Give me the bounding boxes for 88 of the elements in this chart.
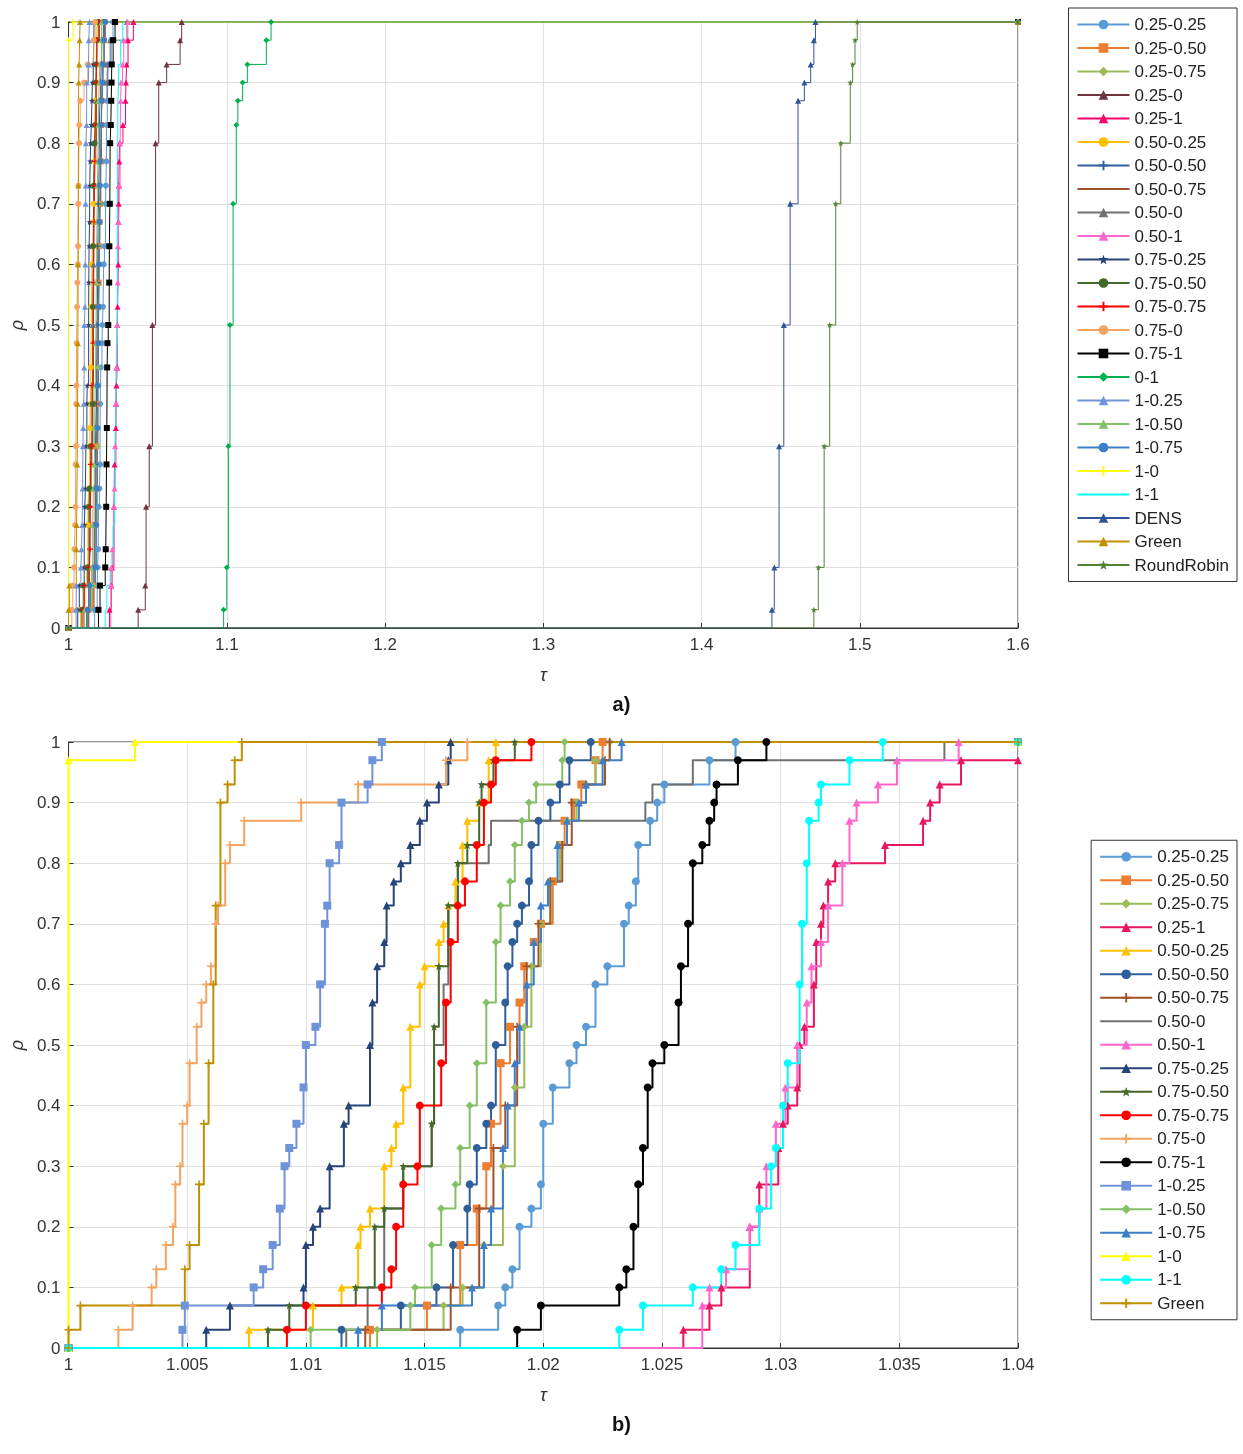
legend-label: 0.25-0 [1134, 85, 1183, 105]
x-tick-label: 1.5 [847, 635, 872, 654]
legend-label: 0.50-0 [1134, 203, 1183, 222]
x-tick-label: 1.2 [373, 635, 397, 654]
legend-label: 1-1 [1134, 485, 1160, 504]
y-tick-label: 0.6 [36, 974, 61, 994]
legend-label: 0.50-1 [1134, 226, 1183, 246]
legend-label: 0.50-0.50 [1157, 964, 1230, 984]
legend-label: 0.25-0.50 [1157, 870, 1230, 890]
x-tick-label: 1.025 [640, 1355, 684, 1374]
legend-label: 1-0.50 [1134, 414, 1183, 434]
legend-label: 1-1 [1157, 1270, 1182, 1290]
legend-label: 0.25-0.75 [1134, 62, 1207, 81]
y-tick-label: 0.4 [36, 1096, 61, 1116]
text: b) [612, 1413, 631, 1435]
x-tick-label: 1.6 [1006, 635, 1030, 654]
legend-label: RoundRobin [1134, 555, 1229, 575]
legend-label: 1-0.25 [1157, 1176, 1206, 1196]
legend-label: 0.50-0.25 [1134, 132, 1207, 152]
legend-label: 0.50-0.50 [1134, 156, 1207, 175]
legend-label: 0.75-0.75 [1157, 1105, 1230, 1125]
legend-label: 0.75-1 [1134, 344, 1183, 363]
x-tick-label: 1.015 [403, 1355, 446, 1374]
legend-label: 1-0.75 [1157, 1223, 1206, 1243]
legend-label: 0.50-0.25 [1157, 941, 1230, 961]
x-tick-label: 1.1 [214, 635, 239, 654]
y-tick-label: 0.3 [36, 436, 61, 456]
legend-label: 0.25-0.25 [1134, 15, 1207, 34]
x-axis-title: τ [539, 665, 548, 685]
x-tick-label: 1.04 [1001, 1355, 1035, 1374]
x-tick-label: 1.3 [531, 635, 556, 654]
legend-label: 0.75-0.50 [1134, 273, 1207, 293]
legend-label: 0.50-0.75 [1157, 988, 1230, 1008]
y-axis-title: ρ [7, 319, 27, 332]
legend-label: 1-0 [1157, 1246, 1182, 1266]
legend-label: 0.75-0.25 [1134, 250, 1207, 269]
legend-label: 1-0.75 [1134, 438, 1183, 457]
legend-label: 0.50-1 [1157, 1035, 1206, 1055]
x-tick-label: 1.035 [878, 1355, 921, 1374]
y-tick-label: 0.1 [36, 1277, 61, 1297]
legend-label: 0.75-1 [1157, 1152, 1206, 1172]
legend-label: 0.75-0 [1157, 1129, 1206, 1149]
x-tick-label: 1 [63, 1355, 74, 1374]
legend-label: 0.75-0 [1134, 320, 1183, 340]
legend-label: 1-0.25 [1134, 391, 1183, 410]
y-tick-label: 0.7 [36, 914, 61, 934]
x-tick-label: 1.4 [689, 635, 714, 654]
legend-label: 1-0 [1134, 461, 1160, 481]
y-tick-label: 0.3 [36, 1156, 61, 1176]
y-tick-label: 0.6 [36, 254, 61, 274]
x-tick-label: 1 [63, 635, 74, 654]
legend-label: Green [1157, 1293, 1205, 1313]
legend-label: 0-1 [1134, 367, 1160, 387]
legend-label: 0.75-0.50 [1157, 1082, 1230, 1102]
legend-label: Green [1134, 532, 1182, 551]
x-tick-label: 1.02 [526, 1355, 560, 1374]
y-tick-label: 0.8 [36, 853, 61, 873]
x-tick-label: 1.005 [165, 1355, 209, 1374]
legend-label: 0.25-0.25 [1157, 847, 1230, 867]
y-tick-label: 1 [51, 732, 61, 752]
legend-label: 0.25-0.75 [1157, 894, 1230, 914]
y-tick-label: 0 [51, 1338, 61, 1358]
y-tick-label: 0.1 [36, 557, 61, 577]
y-tick-label: 0.9 [36, 73, 61, 93]
y-tick-label: 1 [51, 12, 61, 32]
x-axis-title: τ [539, 1385, 548, 1405]
legend-label: 0.50-0 [1157, 1011, 1206, 1031]
x-tick-label: 1.01 [289, 1355, 323, 1374]
legend-label: 0.25-0.50 [1134, 38, 1207, 58]
y-tick-label: 0.2 [36, 497, 61, 517]
legend-label: 1-0.50 [1157, 1199, 1206, 1219]
legend-label: 0.75-0.75 [1134, 297, 1207, 316]
x-tick-label: 1.03 [764, 1355, 798, 1374]
legend-label: 0.50-0.75 [1134, 179, 1207, 199]
y-tick-label: 0.9 [36, 793, 61, 813]
legend-label: 0.25-1 [1134, 109, 1183, 128]
y-tick-label: 0.7 [36, 194, 61, 214]
y-tick-label: 0.5 [36, 1035, 61, 1055]
y-tick-label: 0.2 [36, 1217, 61, 1237]
y-tick-label: 0.5 [36, 315, 61, 335]
y-tick-label: 0.8 [36, 133, 61, 153]
legend-label: DENS [1134, 508, 1182, 528]
y-tick-label: 0.4 [36, 376, 61, 396]
text: a) [612, 693, 631, 715]
y-axis-title: ρ [7, 1039, 27, 1052]
legend-label: 0.75-0.25 [1157, 1058, 1230, 1078]
legend-label: 0.25-1 [1157, 917, 1206, 937]
y-tick-label: 0 [51, 618, 61, 638]
